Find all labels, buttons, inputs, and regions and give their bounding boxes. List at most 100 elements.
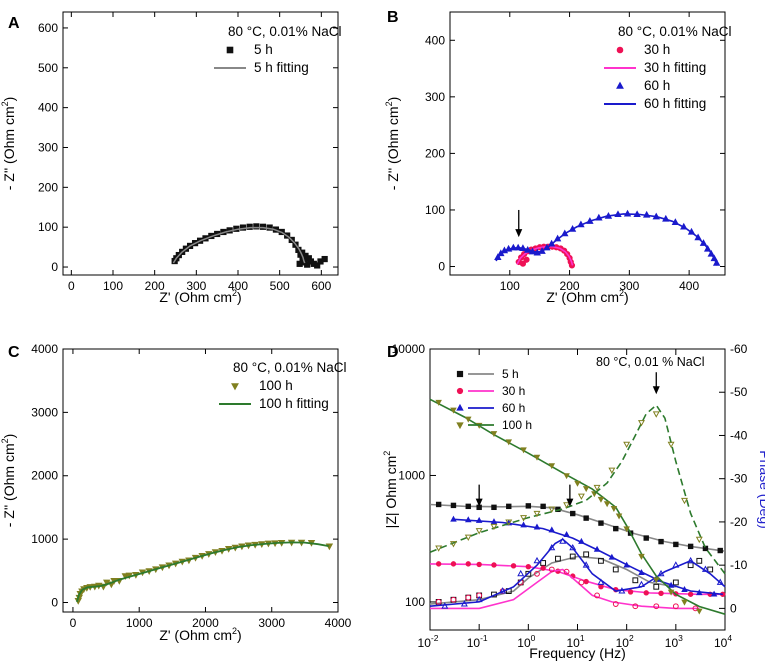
- phase-point: [707, 566, 714, 573]
- phase-fit-60-h: [429, 538, 726, 607]
- y-tick-label: 100: [38, 220, 58, 234]
- mag-point: [582, 486, 590, 493]
- phase-point: [563, 502, 571, 509]
- legend-label: 60 h: [644, 78, 670, 93]
- x-tick-label: 103: [665, 633, 683, 650]
- y-tick-label: 500: [38, 61, 58, 75]
- mag-point: [638, 553, 645, 560]
- legend-label: 30 h: [644, 42, 670, 57]
- phase-point: [505, 519, 513, 526]
- mag-point: [681, 599, 688, 606]
- data-point: [296, 260, 303, 267]
- mag-point: [525, 563, 532, 570]
- legend-marker: [226, 46, 234, 54]
- mag-point: [643, 590, 649, 596]
- x-tick-label: 400: [679, 279, 699, 293]
- phase-point: [460, 600, 468, 607]
- y-tick-label: 0: [51, 260, 58, 274]
- phase-point: [632, 603, 639, 610]
- legend-label: 60 h: [502, 401, 525, 415]
- y-tick-label: 200: [425, 146, 445, 160]
- mag-point: [687, 591, 694, 597]
- mag-point: [435, 501, 442, 508]
- panel-a: A 0 100 200 300 400 500 600 0 100 200 300 400 500 600 Z…: [0, 11, 341, 305]
- mag-point: [598, 520, 604, 526]
- plot-frame: [62, 348, 339, 613]
- x-tick-label: 102: [616, 633, 634, 650]
- y-tick-label: 100: [405, 595, 425, 609]
- mag-point: [627, 589, 634, 595]
- mag-point: [491, 562, 497, 568]
- series-line-100-h-fitting: [76, 541, 329, 603]
- legend-marker: [456, 387, 464, 395]
- x-tick-label: 4000: [325, 616, 352, 630]
- phase-point: [657, 569, 665, 577]
- mag-point: [608, 553, 616, 560]
- x-tick-label: 400: [228, 279, 248, 293]
- mag-point: [450, 561, 457, 567]
- mag-fit-5-h: [429, 503, 726, 552]
- legend-title: 80 °C, 0.01% NaCl: [233, 360, 346, 375]
- x-tick-label: 200: [560, 279, 580, 293]
- mag-point: [465, 503, 471, 510]
- mag-point: [658, 538, 664, 545]
- mag-point: [603, 501, 611, 508]
- mag-point: [613, 525, 619, 532]
- mag-point: [623, 561, 630, 568]
- phase-point: [569, 543, 577, 551]
- phase-point: [578, 579, 585, 586]
- x-tick-label: 200: [145, 279, 165, 293]
- phase-point: [435, 599, 442, 605]
- phase-point: [632, 577, 639, 584]
- y-tick-label: 600: [38, 21, 58, 35]
- phase-point: [548, 566, 555, 573]
- x-tick-label: 300: [186, 279, 206, 293]
- mag-point: [510, 563, 517, 569]
- mag-point: [520, 521, 527, 528]
- mag-point: [476, 561, 482, 568]
- annotation-arrow-head: [515, 229, 523, 238]
- phase-point: [540, 560, 547, 566]
- phase-point: [449, 541, 457, 548]
- legend-label: 5 h: [254, 42, 273, 57]
- phase-point: [569, 553, 576, 560]
- mag-point: [490, 431, 498, 438]
- mag-point: [597, 496, 605, 503]
- phase-point: [583, 551, 590, 558]
- annotation-arrow-head: [475, 498, 483, 507]
- y-tick-label: 1000: [398, 468, 425, 482]
- mag-point: [464, 416, 472, 423]
- mag-point: [490, 518, 498, 525]
- y2-tick-label: 0: [730, 601, 737, 615]
- x-tick-label: 0: [70, 616, 77, 630]
- y2-tick-label: -20: [730, 515, 748, 529]
- x-tick-label: 300: [619, 279, 639, 293]
- phase-point: [701, 565, 709, 572]
- x-axis-label: Z' (Ohm cm2): [546, 288, 628, 305]
- plot-frame: [62, 11, 339, 276]
- annotation-arrow-head: [652, 386, 660, 395]
- legend-label: 100 h: [502, 418, 532, 432]
- x-tick-label: 10-1: [467, 633, 488, 650]
- legend-marker: [616, 46, 624, 54]
- series-line-60-h-fitting: [495, 213, 718, 266]
- y-tick-label: 4000: [31, 342, 58, 356]
- phase-point: [623, 441, 631, 449]
- y2-tick-label: -10: [730, 558, 748, 572]
- y-tick-label: 3000: [31, 405, 58, 419]
- legend-marker: [456, 403, 464, 411]
- data-point: [314, 262, 321, 269]
- panel-b: B 100 200 300 400 0 100 200 300 400 Z' (Ohm cm2) - …: [384, 9, 731, 305]
- phase-point: [450, 596, 457, 603]
- x-axis-label: Z' (Ohm cm2): [159, 288, 241, 305]
- mag-point: [710, 590, 718, 597]
- data-point: [321, 255, 328, 263]
- mag-point: [653, 577, 660, 584]
- phase-point: [653, 583, 660, 590]
- legend-label: 100 h fitting: [259, 396, 329, 411]
- phase-point: [593, 484, 601, 492]
- phase-point: [653, 603, 660, 610]
- y-tick-label: 0: [438, 260, 445, 274]
- mag-point: [435, 561, 442, 567]
- phase-point: [559, 537, 567, 544]
